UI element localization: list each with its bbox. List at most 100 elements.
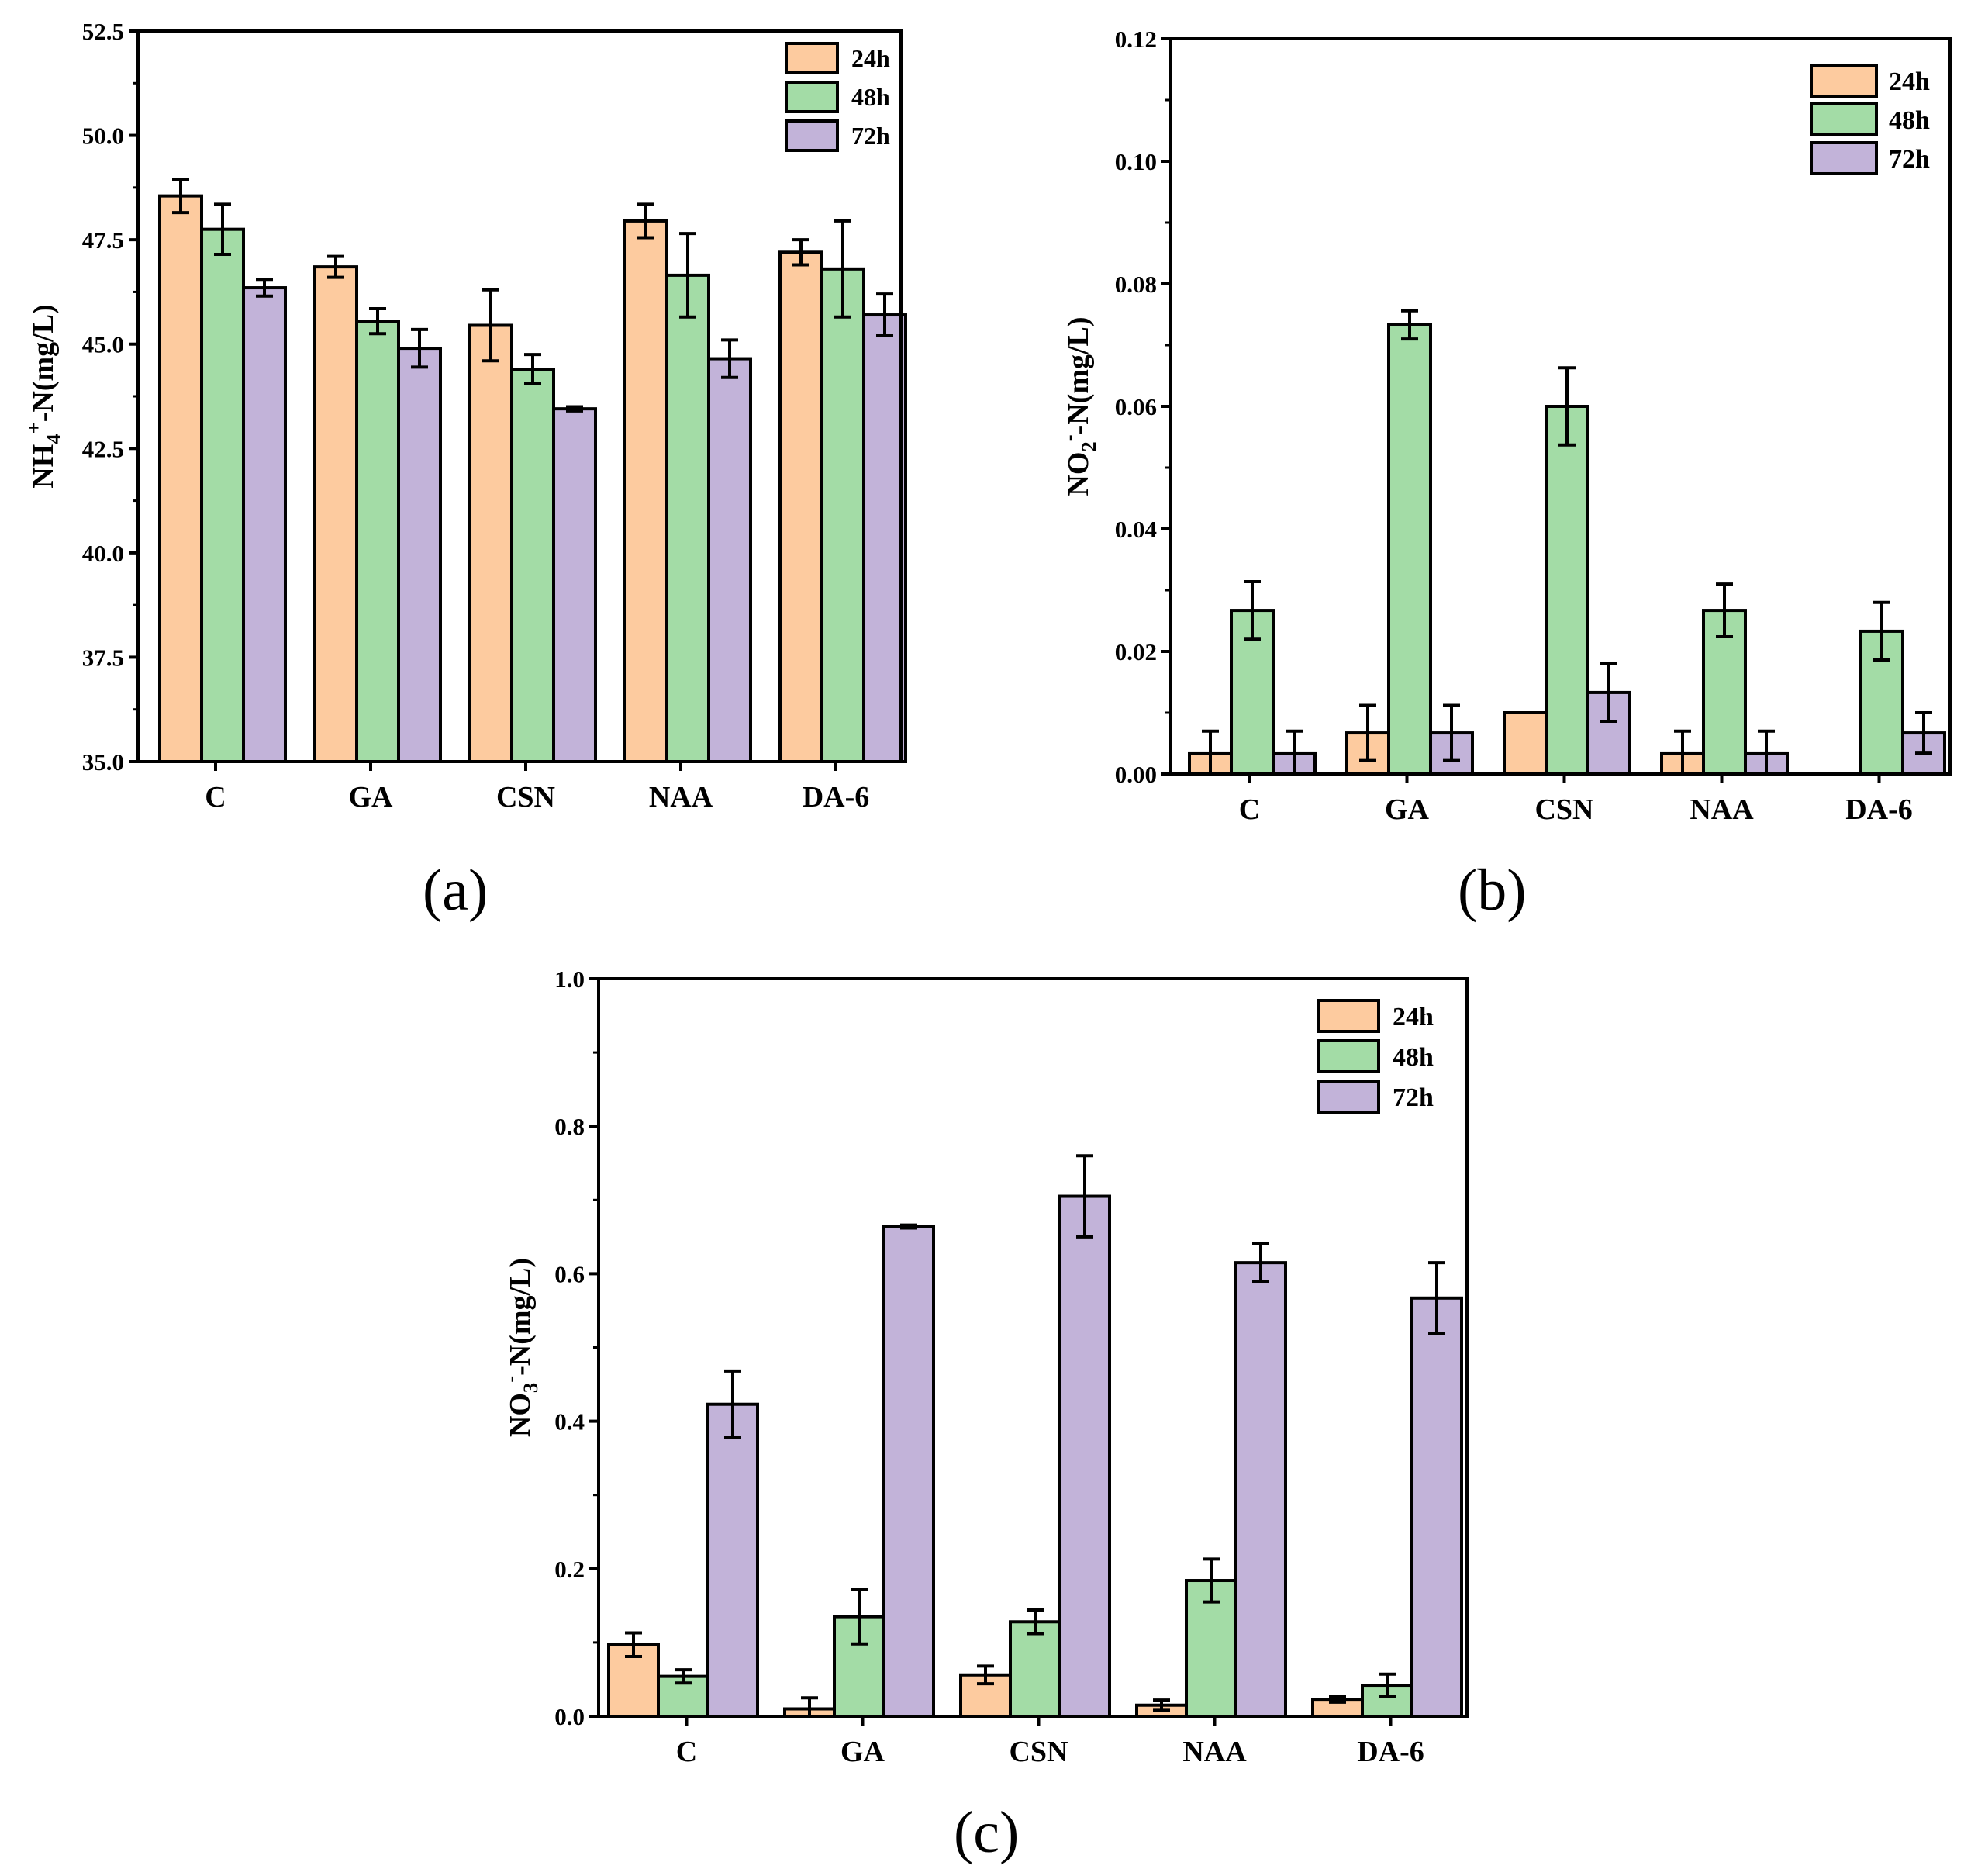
legend-label-c-24h: 24h: [1393, 1003, 1434, 1031]
error-bar-a-NAA-24h: [637, 202, 654, 240]
bar-a-GA-72h: [397, 347, 442, 763]
y-tick-label-a-5: 47.5: [82, 226, 124, 254]
legend-label-b-48h: 48h: [1889, 106, 1930, 135]
legend-c: 24h 48h 72h: [1317, 999, 1434, 1114]
bar-b-CSN-24h: [1503, 711, 1548, 776]
error-bar-a-GA-72h: [411, 327, 428, 369]
legend-label-c-72h: 72h: [1393, 1083, 1434, 1112]
y-tick-label-c-1: 0.2: [554, 1556, 585, 1583]
legend-label-a-72h: 72h: [851, 122, 890, 150]
error-bar-a-GA-24h: [327, 254, 344, 279]
error-bar-c-DA-6-48h: [1379, 1672, 1396, 1698]
error-bar-b-CSN-72h: [1600, 662, 1617, 724]
x-tick-label-b-CSN: CSN: [1534, 793, 1593, 826]
error-bar-a-C-72h: [256, 278, 273, 298]
chart-c: C GA CSN NAA DA-6 0.0 0.2 0.4 0.6 0.8 1.0 NO3--N(mg…: [499, 966, 1469, 1768]
legend-label-a-48h: 48h: [851, 83, 890, 111]
bar-c-DA-6-72h: [1410, 1296, 1463, 1718]
bar-a-C-48h: [200, 227, 245, 763]
y-tick-label-b-1: 0.02: [1115, 638, 1157, 665]
legend-label-b-72h: 72h: [1889, 145, 1930, 174]
legend-label-b-24h: 24h: [1889, 67, 1930, 96]
y-axis-label-unit-a: -N(mg/L): [27, 304, 60, 422]
error-bar-c-NAA-72h: [1252, 1242, 1269, 1283]
error-bar-b-DA-6-48h: [1873, 600, 1890, 662]
y-tick-label-c-0: 0.0: [554, 1703, 585, 1730]
chart-b: C GA CSN NAA DA-6 0.00 0.02 0.04 0.06 0.08 0.10 0.1…: [1057, 26, 1952, 826]
panel-label-a: (a): [423, 858, 488, 923]
y-tick-label-a-3: 42.5: [82, 435, 124, 462]
x-tick-label-a-C: C: [205, 781, 226, 814]
legend-b: 24h 48h 72h: [1810, 64, 1930, 175]
error-bar-c-NAA-48h: [1203, 1557, 1220, 1604]
legend-swatch-c-72h: [1317, 1080, 1380, 1114]
error-bar-b-GA-48h: [1401, 309, 1418, 341]
error-bar-b-CSN-48h: [1558, 366, 1576, 447]
y-axis-label-c: NO3--N(mg/L): [499, 1258, 542, 1437]
bar-c-NAA-72h: [1234, 1261, 1287, 1718]
y-tick-label-b-0: 0.00: [1115, 761, 1157, 788]
bar-c-GA-72h: [882, 1225, 935, 1718]
y-axis-label-a: NH4+-N(mg/L): [22, 304, 65, 488]
y-tick-label-a-2: 40.0: [82, 540, 124, 567]
bar-b-GA-48h: [1387, 323, 1432, 776]
y-axis-label-unit-b: -N(mg/L): [1062, 316, 1095, 434]
y-axis-label-subscript-c: 3: [519, 1383, 542, 1393]
bar-c-CSN-72h: [1058, 1194, 1111, 1719]
bar-a-GA-24h: [313, 265, 358, 764]
error-bar-a-C-24h: [172, 178, 189, 215]
error-bar-a-DA-6-48h: [834, 219, 851, 319]
error-bar-a-DA-6-72h: [876, 292, 893, 337]
error-bar-c-CSN-24h: [977, 1664, 994, 1686]
bar-a-NAA-24h: [623, 219, 668, 764]
x-tick-label-c-C: C: [676, 1736, 697, 1768]
bar-a-CSN-24h: [468, 323, 513, 763]
x-tick-label-b-C: C: [1239, 793, 1260, 826]
legend-swatch-c-24h: [1317, 999, 1380, 1033]
legend-swatch-b-72h: [1810, 141, 1878, 175]
y-tick-label-b-2: 0.04: [1115, 516, 1157, 543]
error-bar-a-C-48h: [214, 202, 231, 256]
bar-a-NAA-72h: [707, 357, 752, 764]
y-axis-label-unit-c: -N(mg/L): [504, 1258, 537, 1376]
y-axis-label-superscript-a: +: [22, 422, 45, 434]
y-tick-label-a-7: 52.5: [82, 18, 124, 45]
x-tick-label-b-NAA: NAA: [1690, 793, 1754, 826]
bar-a-NAA-48h: [665, 273, 710, 763]
chart-a: C GA CSN NAA DA-6 35.0 37.5 40.0 42.5 45.0 47.5 50.…: [22, 18, 907, 814]
y-tick-label-a-6: 50.0: [82, 123, 124, 150]
x-tick-label-a-CSN: CSN: [496, 781, 555, 814]
error-bar-a-CSN-72h: [566, 405, 583, 413]
y-tick-label-a-4: 45.0: [82, 331, 124, 358]
error-bar-a-NAA-72h: [721, 338, 738, 379]
y-tick-label-b-3: 0.06: [1115, 393, 1157, 420]
bar-c-CSN-48h: [1009, 1620, 1061, 1718]
error-bar-c-GA-48h: [851, 1588, 868, 1646]
bar-b-CSN-48h: [1545, 405, 1589, 776]
y-axis-label-subscript-b: 2: [1077, 441, 1100, 451]
error-bar-c-CSN-72h: [1076, 1154, 1093, 1239]
x-tick-label-b-DA-6: DA-6: [1845, 793, 1913, 826]
x-tick-label-b-GA: GA: [1385, 793, 1430, 826]
error-bar-b-NAA-48h: [1716, 582, 1733, 639]
y-tick-label-c-4: 0.8: [554, 1113, 585, 1140]
error-bar-c-NAA-24h: [1153, 1698, 1170, 1712]
x-tick-label-a-DA-6: DA-6: [803, 781, 870, 814]
y-tick-label-c-3: 0.6: [554, 1260, 585, 1287]
panel-label-b: (b): [1458, 858, 1527, 923]
bar-a-DA-6-24h: [778, 250, 823, 763]
error-bar-c-GA-72h: [900, 1223, 917, 1230]
x-tick-label-c-CSN: CSN: [1009, 1736, 1068, 1768]
panel-label-c: (c): [954, 1800, 1020, 1865]
legend-label-c-48h: 48h: [1393, 1043, 1434, 1072]
x-tick-label-c-GA: GA: [840, 1736, 885, 1768]
y-axis-label-base-b: NO: [1062, 452, 1095, 496]
bar-a-CSN-48h: [510, 368, 555, 763]
error-bar-c-CSN-48h: [1027, 1608, 1044, 1636]
bar-a-GA-48h: [355, 320, 400, 763]
error-bar-a-DA-6-24h: [792, 238, 809, 267]
bar-a-C-24h: [158, 194, 203, 763]
y-tick-label-a-1: 37.5: [82, 644, 124, 671]
error-bar-c-C-48h: [675, 1668, 692, 1685]
bar-a-CSN-72h: [552, 407, 597, 763]
